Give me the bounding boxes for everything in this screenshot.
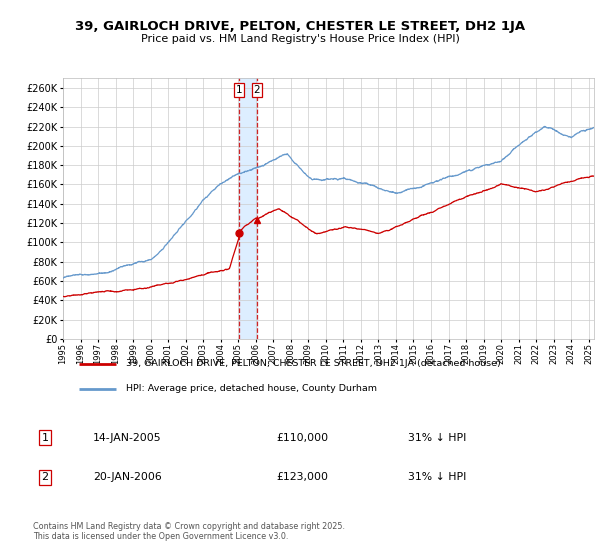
Text: 14-JAN-2005: 14-JAN-2005 (93, 433, 161, 443)
Text: 31% ↓ HPI: 31% ↓ HPI (408, 472, 466, 482)
Text: Contains HM Land Registry data © Crown copyright and database right 2025.
This d: Contains HM Land Registry data © Crown c… (33, 522, 345, 542)
Text: 1: 1 (41, 433, 49, 443)
Text: 2: 2 (254, 85, 260, 95)
Text: £123,000: £123,000 (276, 472, 328, 482)
Text: 20-JAN-2006: 20-JAN-2006 (93, 472, 162, 482)
Text: Price paid vs. HM Land Registry's House Price Index (HPI): Price paid vs. HM Land Registry's House … (140, 34, 460, 44)
Bar (239, 78, 257, 339)
Text: 39, GAIRLOCH DRIVE, PELTON, CHESTER LE STREET, DH2 1JA: 39, GAIRLOCH DRIVE, PELTON, CHESTER LE S… (75, 20, 525, 32)
Text: 2: 2 (41, 472, 49, 482)
Text: 39, GAIRLOCH DRIVE, PELTON, CHESTER LE STREET, DH2 1JA (detached house): 39, GAIRLOCH DRIVE, PELTON, CHESTER LE S… (127, 360, 501, 368)
Text: 1: 1 (236, 85, 242, 95)
Text: 31% ↓ HPI: 31% ↓ HPI (408, 433, 466, 443)
Text: £110,000: £110,000 (276, 433, 328, 443)
Text: HPI: Average price, detached house, County Durham: HPI: Average price, detached house, Coun… (127, 384, 377, 393)
